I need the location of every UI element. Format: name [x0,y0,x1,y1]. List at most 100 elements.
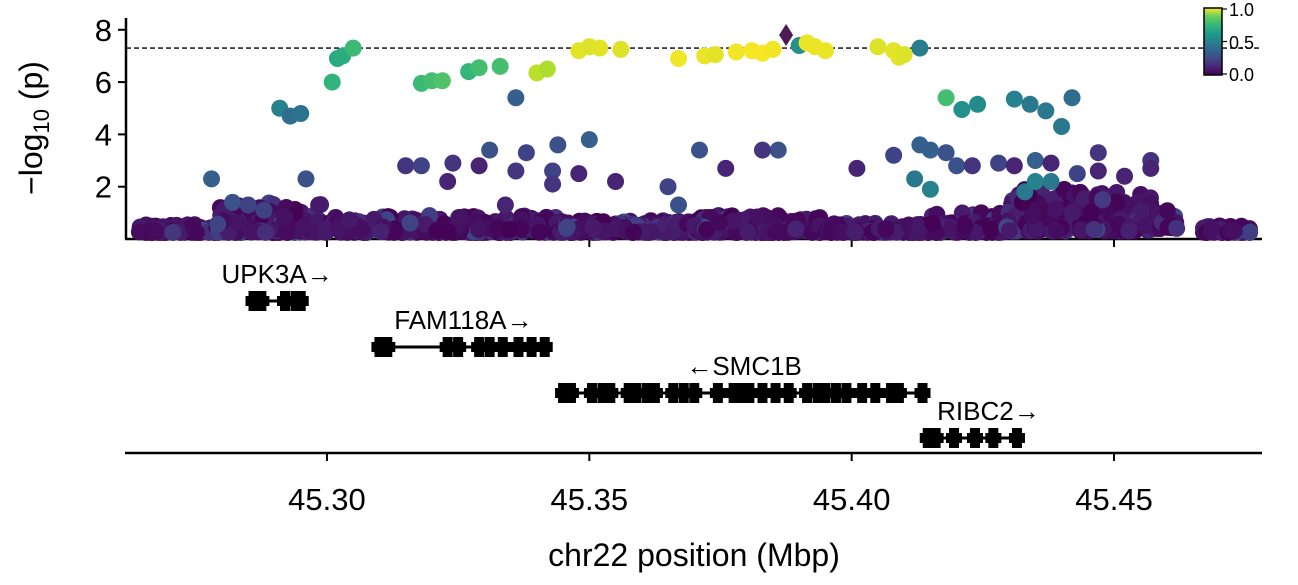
snp-point [1089,162,1107,180]
snp-point [444,154,462,172]
snp-point [1047,200,1065,218]
snp-point [1072,221,1090,239]
snp-point [255,201,273,219]
exon [780,388,797,398]
snp-point [816,42,834,60]
snp-point [937,89,955,107]
exon [1008,433,1025,443]
snp-point [340,211,358,229]
snp-point [507,162,525,180]
snp-point [496,196,514,214]
snp-point [1042,154,1060,172]
snp-point [1053,118,1071,136]
snp-point [607,172,625,190]
exon [292,296,309,306]
snp-point [344,39,362,57]
snp-point [1089,144,1107,162]
snp-point [1241,223,1259,241]
snp-point [1094,191,1112,209]
snp-point [570,165,588,183]
gene-fam118a: FAM118A→ [371,305,553,357]
gene-label: UPK3A→ [221,259,332,289]
exon [741,388,758,398]
snp-point [310,196,328,214]
snp-point [924,214,942,232]
snp-point [1225,222,1243,240]
snp-point [1203,220,1221,238]
exon [827,388,844,398]
snp-point [297,170,315,188]
snp-point [501,220,519,238]
exon [966,433,983,443]
lead-variant-diamond [779,24,794,46]
snp-point [530,223,548,241]
exon [523,342,540,352]
exon [686,388,703,398]
x-tick-label: 45.30 [288,482,366,517]
snp-point [969,95,987,113]
exon [799,388,816,398]
snp-point [372,223,390,241]
y-axis-label: −log10 (p) [13,61,54,195]
snp-point [937,144,955,162]
snp-point [1026,172,1044,190]
snp-point [921,180,939,198]
colorbar-label-1: 1.0 [1229,0,1254,20]
snp-point [470,220,488,238]
exon [450,342,467,352]
gene-ribc2: RIBC2→ [919,396,1040,448]
exon [927,433,944,443]
exon [494,342,511,352]
snp-point [848,159,866,177]
exon [536,342,553,352]
snp-point [470,157,488,175]
exon [562,388,579,398]
scatter-panel: 2 4 6 8 [95,13,1262,247]
snp-point [164,223,182,241]
exon [628,388,645,398]
colorbar-gradient [1203,7,1223,76]
snp-point [612,40,630,58]
snp-point [1158,202,1176,220]
snp-point [292,104,310,122]
exon [675,388,692,398]
y-tick-label: 4 [95,117,112,152]
exon [945,433,962,443]
snp-point [787,220,805,238]
x-tick-label: 45.40 [813,482,891,517]
snp-point [710,214,728,232]
exon [276,296,293,306]
snp-point [401,214,419,232]
gene-panel: 45.30 45.35 45.40 45.45 UPK3A→ FAM118A→ ←SMC1… [125,259,1262,517]
snp-point [1085,220,1103,238]
snp-point [1168,219,1186,237]
exon [867,388,884,398]
snp-point [470,59,488,77]
snp-point [433,72,451,90]
snp-point [538,60,556,78]
exon [985,433,1002,443]
snp-point [691,141,709,159]
snp-point [1037,102,1055,120]
snp-point [1047,222,1065,240]
snp-point [275,207,293,225]
snp-point [982,221,1000,239]
x-tick-label: 45.35 [551,482,629,517]
snp-point [895,46,913,64]
snp-point [766,223,784,241]
snp-point [203,170,221,188]
snp-point [1027,220,1045,238]
exon [510,342,527,352]
x-ticks-bottom: 45.30 45.35 45.40 45.45 [288,453,1153,517]
exon [471,342,488,352]
snp-point [294,218,312,236]
exon [914,388,931,398]
snp-point [1068,165,1086,183]
snp-point [317,220,335,238]
gene-label: ←SMC1B [686,351,802,381]
snp-point [1042,172,1060,190]
snp-point [1120,222,1138,240]
x-tick-label: 45.45 [1075,482,1153,517]
snp-point [549,136,567,154]
exon [838,388,855,398]
